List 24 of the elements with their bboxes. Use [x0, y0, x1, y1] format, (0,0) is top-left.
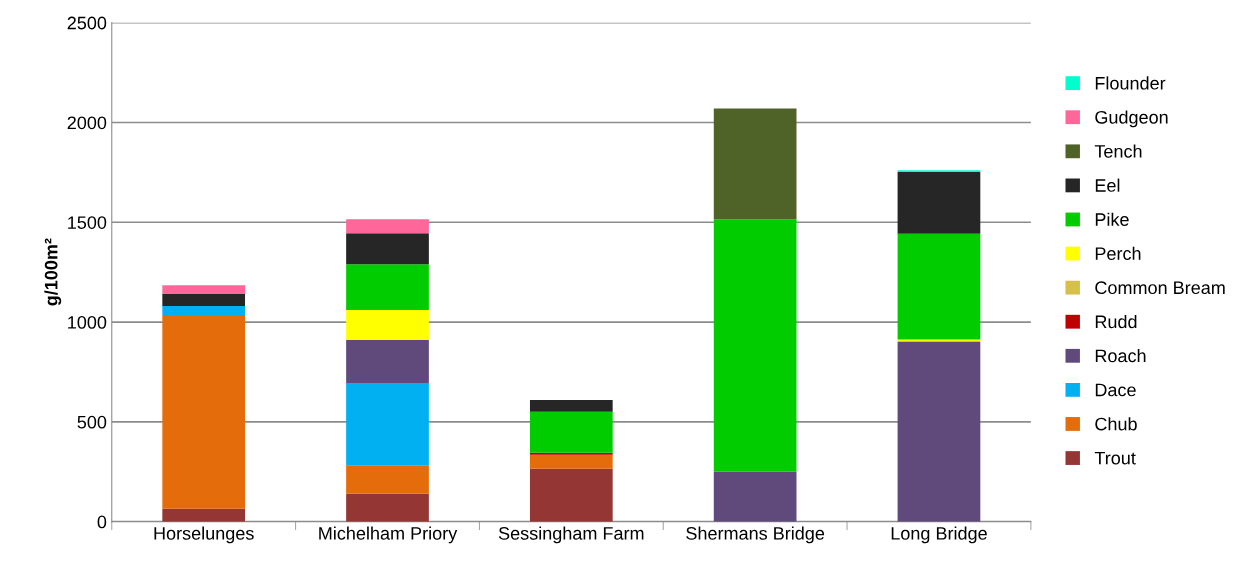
- legend-label: Eel: [1095, 178, 1120, 192]
- x-tick-label: Sessingham Farm: [498, 526, 644, 544]
- legend-label: Roach: [1095, 348, 1146, 363]
- legend-label: Dace: [1095, 383, 1136, 397]
- y-tick-label: 500: [77, 415, 107, 429]
- x-tick-label: Horselunges: [154, 526, 254, 544]
- y-tick-label: 1500: [68, 216, 107, 229]
- x-tick-label: Long Bridge: [891, 526, 987, 544]
- legend-label: Flounder: [1095, 76, 1166, 90]
- legend-label: Tench: [1094, 144, 1142, 158]
- legend-label: Rudd: [1095, 314, 1137, 329]
- y-axis-title: g/100m²: [44, 238, 62, 306]
- legend-label: Gudgeon: [1095, 110, 1168, 128]
- legend-label: Trout: [1094, 451, 1136, 465]
- legend-label: Common Bream: [1095, 281, 1225, 295]
- x-tick-label: Shermans Bridge: [686, 526, 825, 544]
- y-tick-label: 0: [97, 515, 107, 529]
- legend-label: Pike: [1095, 212, 1129, 226]
- y-tick-label: 2500: [67, 16, 107, 30]
- y-tick-label: 1000: [68, 315, 107, 329]
- y-tick-label: 2000: [67, 116, 107, 130]
- legend-label: Perch: [1095, 246, 1141, 261]
- x-tick-label: Michelham Priory: [319, 526, 458, 544]
- legend-label: Chub: [1095, 417, 1137, 431]
